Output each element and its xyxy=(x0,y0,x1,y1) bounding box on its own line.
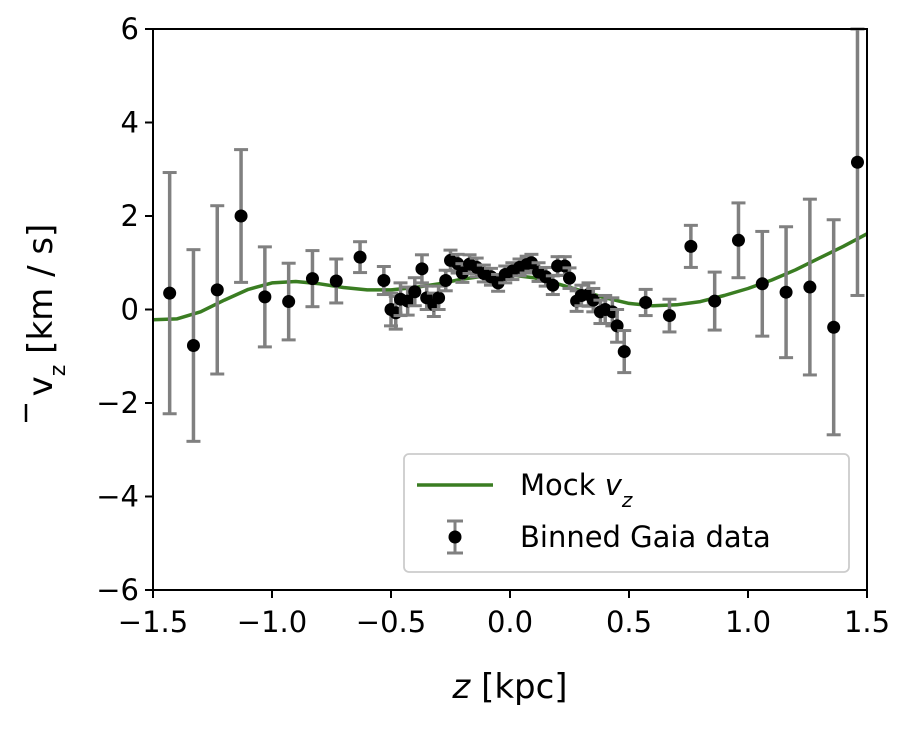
data-point-57 xyxy=(850,27,865,297)
data-point-19 xyxy=(438,268,453,293)
data-marker xyxy=(586,293,600,307)
axes xyxy=(145,28,868,598)
data-point-25 xyxy=(476,263,491,284)
data-point-55 xyxy=(802,197,817,377)
data-marker xyxy=(186,338,200,352)
y-tick-label: 4 xyxy=(121,106,139,140)
data-point-6 xyxy=(305,249,320,309)
y-tick-label: 2 xyxy=(121,199,139,233)
data-marker xyxy=(662,309,676,323)
x-tick-label: −1.5 xyxy=(118,605,188,639)
y-axis-label: vz [km / s] xyxy=(21,224,71,422)
data-marker xyxy=(779,285,793,299)
data-point-50 xyxy=(683,223,698,269)
data-marker xyxy=(408,285,422,299)
data-point-53 xyxy=(755,229,770,338)
y-axis-label-unit: [km / s] xyxy=(21,224,61,365)
data-point-52 xyxy=(731,201,746,280)
x-axis-label: z [kpc] xyxy=(451,667,567,707)
legend-label-mock: Mock vz xyxy=(520,468,633,512)
data-marker xyxy=(455,266,469,280)
y-tick-label: −2 xyxy=(96,386,139,420)
data-marker xyxy=(684,239,698,253)
data-point-8 xyxy=(353,240,368,275)
tick-labels: −1.5 −1.0 −0.5 0.0 0.5 1.0 1.5 −6 −4 −2 0 2 4 6 xyxy=(96,12,890,639)
data-marker xyxy=(546,278,560,292)
data-marker xyxy=(415,262,429,276)
x-tick-label: 1.5 xyxy=(844,605,890,639)
data-marker xyxy=(329,274,343,288)
data-marker xyxy=(305,272,319,286)
data-marker xyxy=(755,277,769,291)
data-point-44 xyxy=(598,293,613,326)
data-point-0 xyxy=(162,171,177,416)
svg-text:vz [km / s]: vz [km / s] xyxy=(21,224,71,397)
data-point-47 xyxy=(617,329,632,375)
data-point-56 xyxy=(826,218,841,437)
data-marker xyxy=(617,345,631,359)
x-tick-label: −1.0 xyxy=(237,605,307,639)
legend: Mock vz Binned Gaia data xyxy=(403,453,850,573)
legend-marker-swatch xyxy=(448,530,462,544)
data-layer xyxy=(162,27,865,443)
data-marker xyxy=(439,274,453,288)
data-point-54 xyxy=(779,225,794,360)
data-point-14 xyxy=(407,276,422,308)
data-point-49 xyxy=(662,297,677,334)
data-point-7 xyxy=(329,257,344,305)
data-marker xyxy=(258,290,272,304)
data-marker xyxy=(524,256,538,270)
y-axis-label-main: v xyxy=(21,376,61,396)
data-marker xyxy=(377,274,391,288)
y-tick-label: −6 xyxy=(96,573,139,607)
data-point-15 xyxy=(414,253,429,285)
data-marker xyxy=(282,295,296,309)
data-marker xyxy=(803,280,817,294)
y-tick-label: 6 xyxy=(121,12,139,46)
data-marker xyxy=(353,250,367,264)
y-tick-label: 0 xyxy=(121,293,139,327)
data-point-4 xyxy=(257,245,272,349)
x-tick-label: 0.0 xyxy=(487,605,533,639)
legend-label-gaia: Binned Gaia data xyxy=(520,520,771,554)
y-tick-label: −4 xyxy=(96,480,139,514)
x-tick-label: −0.5 xyxy=(356,605,426,639)
legend-frame xyxy=(403,453,850,573)
data-marker xyxy=(163,286,177,300)
data-point-51 xyxy=(707,270,722,332)
data-point-3 xyxy=(234,148,249,284)
x-tick-label: 0.5 xyxy=(606,605,652,639)
data-marker xyxy=(234,209,248,223)
data-marker xyxy=(850,155,864,169)
data-marker xyxy=(731,233,745,247)
data-point-18 xyxy=(431,284,446,311)
x-tick-label: 1.0 xyxy=(725,605,771,639)
data-marker xyxy=(639,295,653,309)
data-point-2 xyxy=(210,204,225,376)
data-marker xyxy=(432,291,446,305)
data-marker xyxy=(708,294,722,308)
data-marker xyxy=(563,271,576,285)
data-marker xyxy=(827,320,841,334)
data-point-38 xyxy=(562,266,577,290)
data-point-9 xyxy=(376,264,391,297)
data-marker xyxy=(210,283,224,297)
data-point-48 xyxy=(638,287,653,318)
data-point-1 xyxy=(186,248,201,443)
data-point-5 xyxy=(281,261,296,342)
y-axis-label-sub: z xyxy=(46,365,71,377)
